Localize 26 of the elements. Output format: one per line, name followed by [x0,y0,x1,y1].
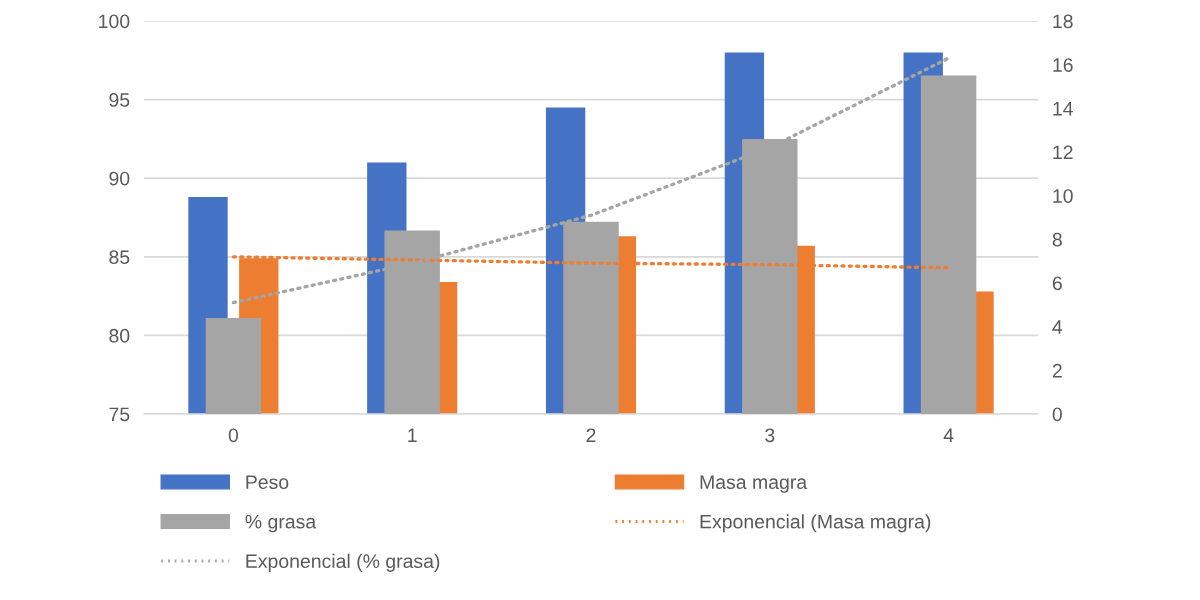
legend-label: Peso [246,475,289,490]
x-tick-label: 1 [408,428,417,442]
y-tick-label: 100 [99,14,130,29]
x-tick-label: 0 [228,428,239,443]
legend-label: % grasa [245,514,317,533]
x-tick-label: 3 [765,428,775,443]
y2-tick-label: 0 [1052,407,1062,422]
y2-tick-label: 16 [1053,58,1073,72]
x-tick-label: 2 [586,428,596,442]
y2-tick-label: 6 [1052,276,1062,291]
y2-tick-label: 18 [1053,14,1073,29]
y-tick-label: 90 [109,171,130,186]
y-tick-label: 85 [109,250,130,265]
y-tick-label: 95 [109,93,130,107]
y2-tick-label: 12 [1053,145,1073,160]
y-tick-label: 75 [109,407,130,422]
legend-label: Masa magra [700,475,808,493]
y2-tick-label: 2 [1052,363,1062,378]
y2-tick-label: 4 [1052,320,1063,334]
y2-tick-label: 14 [1053,102,1073,116]
y-tick-label: 80 [109,328,130,343]
x-tick-label: 4 [943,428,954,442]
y2-tick-label: 8 [1052,232,1062,247]
y2-tick-label: 10 [1053,189,1073,203]
legend-label: Exponencial (Masa magra) [700,514,931,533]
legend-label: Exponencial (% grasa) [246,553,440,572]
